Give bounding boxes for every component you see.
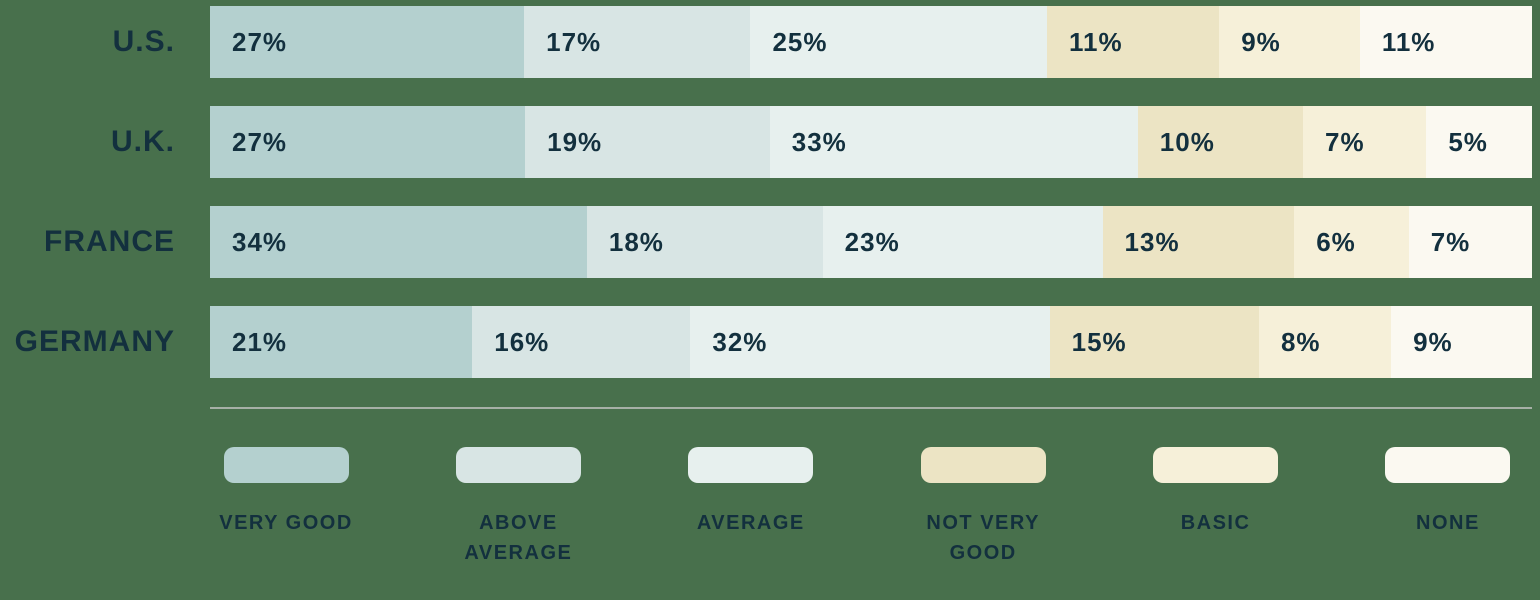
segment-value-label: 10% <box>1159 126 1215 157</box>
bar-segment: 8% <box>1258 306 1392 378</box>
divider-line <box>210 407 1532 409</box>
segment-value-label: 25% <box>772 26 828 57</box>
segment-value-label: 17% <box>546 26 602 57</box>
segment-value-label: 8% <box>1280 326 1321 357</box>
segment-value-label: 33% <box>791 126 847 157</box>
legend-label: NOT VERY GOOD <box>926 512 1040 564</box>
segment-value-label: 18% <box>608 226 664 257</box>
legend-item: NOT VERY GOOD <box>907 447 1059 568</box>
bar-segment: 7% <box>1408 206 1533 278</box>
bar-segment: 23% <box>822 206 1103 278</box>
chart-rows: U.S. 27% 17% 25% 11% 9% 11% U.K. 27% 19%… <box>0 6 1533 378</box>
segment-value-label: 9% <box>1413 326 1453 357</box>
segment-value-label: 19% <box>547 126 603 157</box>
segment-value-label: 21% <box>232 326 288 357</box>
legend-label: AVERAGE <box>696 512 805 534</box>
segment-value-label: 7% <box>1325 126 1365 157</box>
segment-value-label: 6% <box>1316 226 1356 257</box>
legend-swatch <box>688 447 814 483</box>
legend-item: ABOVE AVERAGE <box>442 447 594 568</box>
segment-value-label: 27% <box>232 126 288 157</box>
bar-segment: 27% <box>210 106 526 178</box>
bar-segment: 13% <box>1102 206 1295 278</box>
row-label: U.K. <box>111 125 175 158</box>
bar-segment: 21% <box>210 306 473 378</box>
segment-value-label: 15% <box>1071 326 1127 357</box>
segment-value-label: 34% <box>232 226 288 257</box>
bar-segment: 7% <box>1303 106 1427 178</box>
stacked-bar-chart: U.S. 27% 17% 25% 11% 9% 11% U.K. 27% 19%… <box>0 6 1533 568</box>
segment-value-label: 11% <box>1381 26 1436 57</box>
legend-item: AVERAGE <box>675 447 827 568</box>
bar-segment: 6% <box>1294 206 1409 278</box>
legend-swatch <box>1385 447 1511 483</box>
bar-segment: 33% <box>769 106 1138 178</box>
bar-segment: 27% <box>210 6 525 78</box>
legend-label: BASIC <box>1180 512 1251 534</box>
bar-segment: 5% <box>1426 106 1532 178</box>
segment-value-label: 32% <box>712 326 768 357</box>
row-label: U.S. <box>112 25 175 58</box>
bar-segment: 9% <box>1391 306 1532 378</box>
row-label: GERMANY <box>14 325 175 358</box>
bar-segment: 25% <box>750 6 1047 78</box>
legend-item: BASIC <box>1140 447 1292 568</box>
bar: 34% 18% 23% 13% 6% 7% <box>210 206 1533 278</box>
legend-swatch <box>223 447 349 483</box>
bar-segment: 9% <box>1219 6 1360 78</box>
legend-item: VERY GOOD <box>210 447 362 568</box>
chart-row: U.S. 27% 17% 25% 11% 9% 11% <box>0 6 1533 78</box>
segment-value-label: 23% <box>844 226 900 257</box>
bar-segment: 34% <box>210 206 587 278</box>
legend-item: NONE <box>1372 447 1524 568</box>
bar-segment: 15% <box>1049 306 1259 378</box>
bar-segment: 18% <box>586 206 823 278</box>
segment-value-label: 11% <box>1069 26 1123 57</box>
legend-label: ABOVE AVERAGE <box>464 512 573 564</box>
chart-row: U.K. 27% 19% 33% 10% 7% 5% <box>0 106 1532 178</box>
legend-swatch <box>455 447 581 483</box>
bar-segment: 11% <box>1359 6 1533 78</box>
bar-segment: 17% <box>524 6 751 78</box>
segment-value-label: 13% <box>1124 226 1180 257</box>
segment-value-label: 27% <box>232 26 288 57</box>
bar-segment: 11% <box>1047 6 1220 78</box>
bar: 27% 17% 25% 11% 9% 11% <box>210 6 1533 78</box>
legend-swatch <box>1153 447 1279 483</box>
chart-row: GERMANY 21% 16% 32% 15% 8% 9% <box>0 306 1532 378</box>
bar-segment: 32% <box>690 306 1050 378</box>
bar: 21% 16% 32% 15% 8% 9% <box>210 306 1532 378</box>
bar-segment: 10% <box>1137 106 1304 178</box>
legend: VERY GOOD ABOVE AVERAGE AVERAGE NOT VERY… <box>210 447 1524 568</box>
chart-row: FRANCE 34% 18% 23% 13% 6% 7% <box>0 206 1533 278</box>
bar: 27% 19% 33% 10% 7% 5% <box>210 106 1532 178</box>
bar-segment: 19% <box>525 106 770 178</box>
legend-label: VERY GOOD <box>219 512 353 534</box>
segment-value-label: 7% <box>1430 226 1471 257</box>
row-label: FRANCE <box>44 225 175 258</box>
segment-value-label: 5% <box>1448 126 1488 157</box>
bar-segment: 16% <box>472 306 691 378</box>
legend-swatch <box>920 447 1046 483</box>
segment-value-label: 16% <box>494 326 550 357</box>
segment-value-label: 9% <box>1241 26 1281 57</box>
legend-label: NONE <box>1416 512 1480 534</box>
